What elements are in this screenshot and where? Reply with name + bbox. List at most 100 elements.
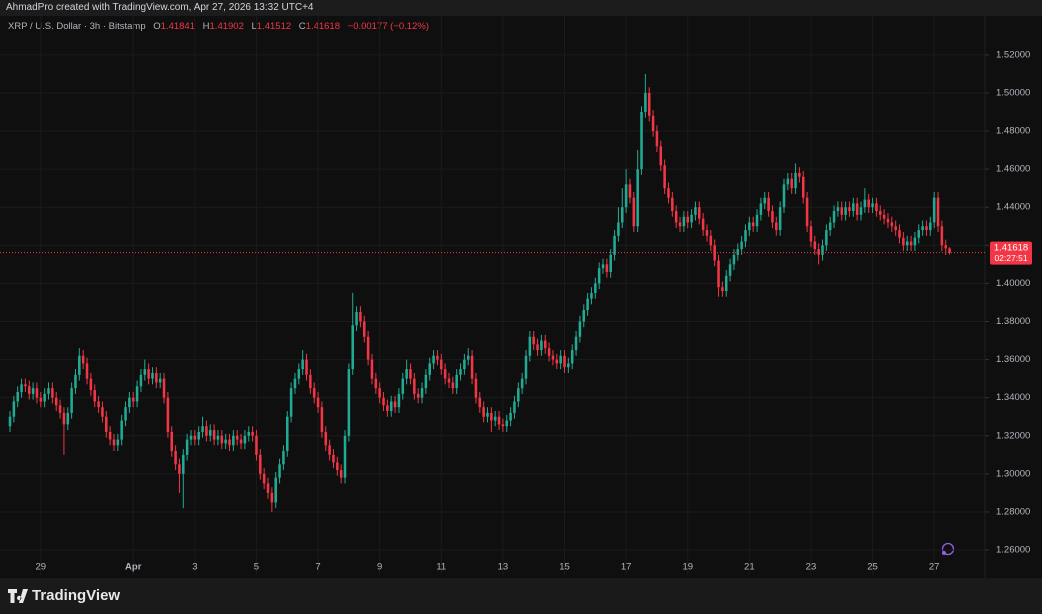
candle-body — [532, 336, 535, 345]
candle-body — [740, 241, 743, 250]
candle-body — [721, 287, 724, 292]
candle-body — [771, 211, 774, 223]
candle-body — [424, 374, 428, 389]
y-tick-label: 1.44000 — [996, 202, 1030, 213]
candle-body — [409, 369, 412, 379]
candle-body — [551, 355, 555, 360]
candle-body — [832, 211, 836, 223]
candle-body — [543, 340, 547, 349]
candle-body — [293, 378, 297, 389]
x-tick-label: 11 — [436, 562, 446, 573]
alert-icon[interactable] — [941, 542, 955, 556]
candle-body — [790, 178, 793, 189]
candle-body — [347, 369, 351, 436]
candle-body — [490, 412, 493, 421]
x-tick-label: 7 — [315, 562, 320, 573]
candles — [8, 73, 951, 512]
candle-body — [736, 249, 740, 255]
candle-body — [698, 207, 701, 219]
candle-body — [482, 407, 485, 417]
x-tick-label: 29 — [36, 562, 47, 573]
x-tick-label: 13 — [498, 562, 509, 573]
candle-body — [443, 369, 447, 379]
candle-body — [162, 378, 166, 398]
candle-body — [166, 397, 170, 432]
candle-body — [932, 197, 936, 223]
candle-body — [905, 241, 909, 246]
candle-body — [578, 321, 582, 337]
candle-body — [624, 184, 628, 208]
candle-body — [70, 388, 73, 413]
change: −0.00177 (−0.12%) — [347, 21, 429, 32]
ohlc-label: O — [153, 21, 161, 32]
grid — [0, 16, 985, 575]
candle-body — [278, 464, 281, 478]
candle-body — [786, 178, 790, 185]
candle-body — [81, 355, 85, 364]
chart: 1.26000 1.28000 1.30000 1.32000 1.34000 1.360… — [0, 16, 1032, 578]
candle-body — [948, 248, 951, 253]
candle-body — [459, 369, 462, 375]
candle-body — [925, 226, 928, 231]
y-tick-label: 1.46000 — [996, 164, 1030, 175]
candle-body — [620, 207, 624, 223]
candle-body — [320, 407, 324, 432]
candle-body — [686, 216, 689, 223]
candle-body — [405, 369, 408, 379]
candle-body — [131, 397, 135, 402]
candle-body — [821, 245, 824, 255]
candle-body — [694, 207, 697, 215]
candle-body — [486, 412, 489, 417]
candle-body — [748, 222, 751, 231]
candle-body — [825, 230, 828, 246]
candle-body — [413, 378, 416, 394]
candle-body — [724, 275, 728, 292]
candle-body — [389, 401, 393, 412]
candle-body — [628, 184, 632, 198]
x-tick-label: 5 — [254, 562, 259, 573]
candle-body — [378, 388, 381, 398]
candle-body — [74, 374, 77, 389]
candle-body — [836, 207, 840, 212]
candle-body — [432, 355, 435, 364]
candle-body — [778, 207, 782, 231]
candle-body — [886, 218, 890, 223]
candle-body — [601, 264, 605, 269]
candle-body — [262, 473, 266, 484]
symbol-title: XRP / U.S. Dollar · 3h · Bitstamp — [8, 21, 146, 32]
candle-body — [128, 397, 131, 408]
candle-body — [728, 264, 732, 276]
candle-body — [567, 363, 570, 368]
candle-body — [355, 311, 358, 326]
candle-body — [917, 230, 921, 238]
candle-body — [671, 197, 674, 212]
candle-body — [574, 336, 578, 351]
candle-body — [116, 439, 120, 446]
candle-body — [62, 412, 66, 425]
candle-body — [605, 264, 609, 272]
candle-body — [617, 222, 620, 236]
candle-body — [852, 203, 855, 212]
candle-body — [332, 454, 335, 463]
candle-body — [27, 386, 31, 394]
candle-body — [182, 454, 185, 474]
candle-body — [274, 477, 277, 503]
candle-body — [921, 226, 924, 231]
candle-body — [208, 430, 212, 436]
candle-body — [493, 416, 497, 421]
candle-body — [436, 355, 439, 360]
candle-body — [775, 222, 778, 231]
countdown: 02:27:51 — [994, 253, 1027, 263]
x-tick-label: 27 — [929, 562, 940, 573]
candle-body — [559, 355, 562, 364]
candle-body — [309, 374, 312, 389]
y-tick-label: 1.52000 — [996, 49, 1030, 60]
candle-body — [809, 226, 813, 242]
candle-body — [224, 439, 227, 444]
candle-body — [855, 203, 859, 215]
candle-body — [20, 384, 23, 392]
candle-body — [478, 397, 482, 408]
candle-body — [902, 237, 905, 246]
candle-body — [305, 359, 308, 375]
x-tick-label: 19 — [682, 562, 693, 573]
